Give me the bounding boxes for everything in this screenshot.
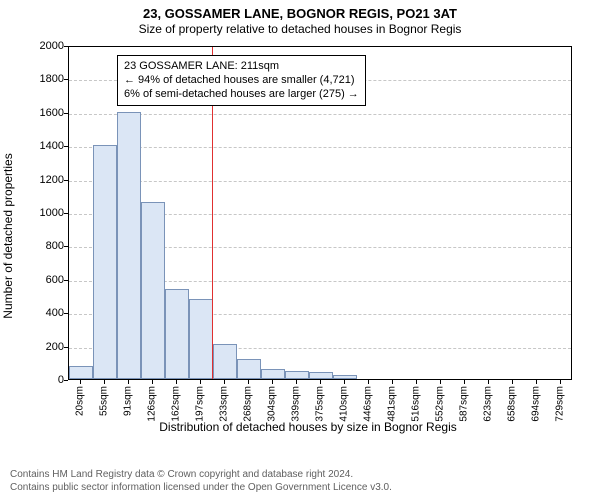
x-tick [224,380,225,384]
info-line-1: 23 GOSSAMER LANE: 211sqm [124,60,359,74]
bar [285,371,309,379]
y-tick-label: 1000 [24,207,64,219]
x-tick-label: 55sqm [99,386,110,416]
x-tick [536,380,537,384]
chart-container: Number of detached properties 23 GOSSAME… [38,42,578,430]
x-tick-label: 552sqm [435,386,446,422]
bar [93,145,117,379]
x-tick-label: 20sqm [75,386,86,416]
plot-area: 23 GOSSAMER LANE: 211sqm ← 94% of detach… [68,46,572,380]
bar [69,366,93,379]
x-axis-label: Distribution of detached houses by size … [38,420,578,434]
y-tick-label: 1600 [24,107,64,119]
y-tick-label: 1800 [24,73,64,85]
x-tick-label: 658sqm [507,386,518,422]
x-tick [296,380,297,384]
x-tick [272,380,273,384]
x-tick-label: 339sqm [291,386,302,422]
x-tick [440,380,441,384]
bar [333,375,357,379]
footer-line-1: Contains HM Land Registry data © Crown c… [10,469,392,482]
y-tick-label: 2000 [24,40,64,52]
x-tick-label: 410sqm [339,386,350,422]
x-tick-label: 304sqm [267,386,278,422]
bar [117,112,141,379]
x-tick-label: 268sqm [243,386,254,422]
y-tick-label: 600 [24,274,64,286]
bar [261,369,285,379]
page-subtitle: Size of property relative to detached ho… [0,21,600,36]
y-tick [64,246,68,247]
y-tick [64,213,68,214]
y-tick [64,113,68,114]
y-tick-label: 400 [24,307,64,319]
x-tick [104,380,105,384]
x-tick-label: 446sqm [363,386,374,422]
y-tick [64,146,68,147]
x-tick [488,380,489,384]
y-tick-label: 1200 [24,174,64,186]
bar [309,372,333,379]
x-tick [416,380,417,384]
y-tick [64,79,68,80]
x-tick [344,380,345,384]
y-tick [64,313,68,314]
y-tick-label: 0 [24,374,64,386]
footer-line-2: Contains public sector information licen… [10,482,392,495]
bar [189,299,213,379]
x-tick-label: 481sqm [387,386,398,422]
x-tick [560,380,561,384]
info-line-3: 6% of semi-detached houses are larger (2… [124,88,359,102]
bar [237,359,261,379]
x-tick-label: 729sqm [555,386,566,422]
x-tick-label: 126sqm [147,386,158,422]
x-tick [176,380,177,384]
y-tick [64,180,68,181]
y-tick-label: 200 [24,341,64,353]
bar [165,289,189,379]
y-tick [64,347,68,348]
bar [141,202,165,379]
x-tick [128,380,129,384]
y-tick [64,46,68,47]
x-tick-label: 694sqm [531,386,542,422]
x-tick-label: 233sqm [219,386,230,422]
x-tick-label: 375sqm [315,386,326,422]
x-tick-label: 623sqm [483,386,494,422]
gridline [69,114,571,115]
page-title: 23, GOSSAMER LANE, BOGNOR REGIS, PO21 3A… [0,0,600,21]
info-box: 23 GOSSAMER LANE: 211sqm ← 94% of detach… [117,55,366,106]
y-tick [64,280,68,281]
x-tick-label: 516sqm [411,386,422,422]
bar [213,344,237,379]
x-tick [392,380,393,384]
x-tick [200,380,201,384]
gridline [69,181,571,182]
footer: Contains HM Land Registry data © Crown c… [10,469,392,494]
x-tick-label: 91sqm [123,386,134,416]
x-tick [248,380,249,384]
info-line-2: ← 94% of detached houses are smaller (4,… [124,74,359,88]
y-tick [64,380,68,381]
y-tick-label: 800 [24,240,64,252]
x-tick [464,380,465,384]
x-tick [320,380,321,384]
y-axis-label: Number of detached properties [1,153,15,318]
x-tick-label: 162sqm [171,386,182,422]
x-tick [80,380,81,384]
x-tick-label: 197sqm [195,386,206,422]
x-tick [152,380,153,384]
gridline [69,147,571,148]
x-tick [512,380,513,384]
y-tick-label: 1400 [24,140,64,152]
x-tick-label: 587sqm [459,386,470,422]
x-tick [368,380,369,384]
